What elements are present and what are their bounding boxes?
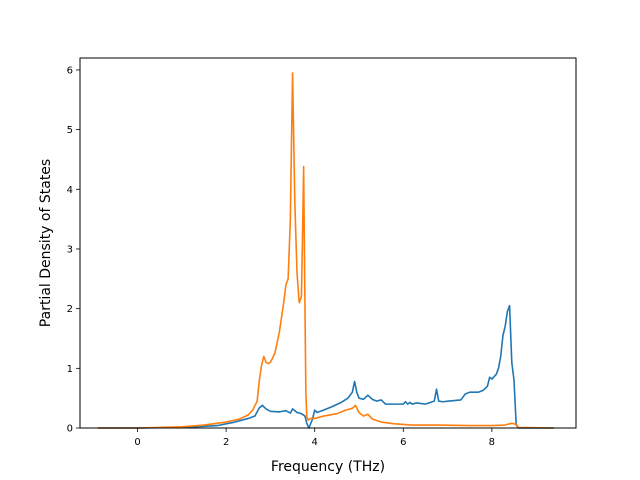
x-axis: 0 2 4 6 8 [134,428,495,448]
y-tick-label: 1 [67,364,73,375]
y-axis-title: Partial Density of States [38,159,54,327]
y-tick-label: 4 [67,185,73,196]
x-tick-label: 8 [489,437,495,448]
x-axis-title: Frequency (THz) [271,459,385,475]
series-line-1 [97,304,554,429]
plot-background [80,58,576,428]
plot-frame [79,57,577,429]
x-tick-label: 2 [223,437,229,448]
y-axis: 0 1 2 3 4 5 6 [67,65,80,435]
series-layer [97,72,554,429]
x-tick-label: 6 [400,437,406,448]
x-tick-label: 4 [312,437,318,448]
y-tick-label: 3 [67,244,73,255]
x-tick-label: 0 [134,437,140,448]
y-tick-label: 0 [67,424,73,435]
y-tick-label: 5 [67,125,73,136]
y-tick-label: 6 [67,65,73,76]
series-line-2 [97,72,554,429]
y-tick-label: 2 [67,304,73,315]
